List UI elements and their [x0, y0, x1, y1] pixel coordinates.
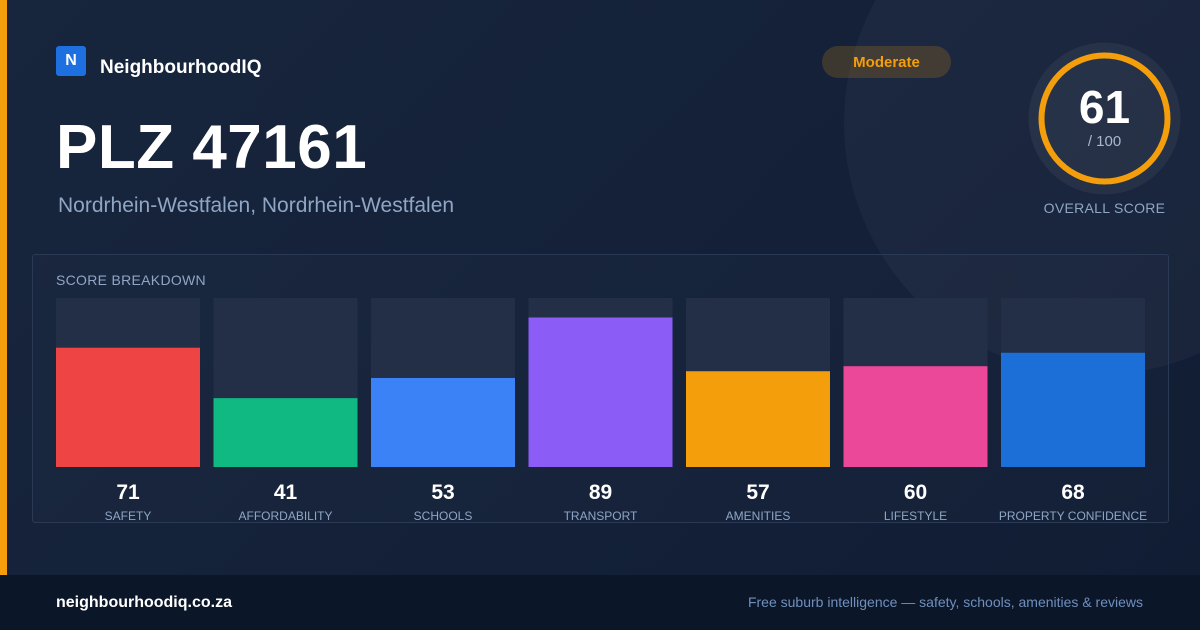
bar-category-label: SAFETY [105, 509, 152, 523]
page-subtitle: Nordrhein-Westfalen, Nordrhein-Westfalen [58, 194, 455, 217]
bar-value-label: 68 [1061, 481, 1085, 504]
score-breakdown-title: SCORE BREAKDOWN [56, 272, 206, 288]
bar-value-label: 89 [589, 481, 612, 504]
bar-value-label: 71 [116, 481, 140, 504]
brand-name: NeighbourhoodIQ [100, 57, 262, 78]
accent-bar [0, 0, 7, 575]
bar-category-label: SCHOOLS [414, 509, 473, 523]
bar-property-confidence [1001, 352, 1145, 467]
bar-value-label: 60 [904, 481, 927, 504]
bar-transport [528, 317, 673, 467]
bar-category-label: TRANSPORT [564, 509, 638, 523]
bar-safety [56, 347, 200, 467]
bar-category-label: LIFESTYLE [884, 509, 947, 523]
status-badge: Moderate [822, 46, 951, 78]
overall-score-ring [1028, 42, 1181, 195]
background [0, 0, 1200, 575]
overall-score-max: / 100 [1087, 133, 1122, 150]
bar-category-label: PROPERTY CONFIDENCE [999, 509, 1147, 523]
bar-value-label: 57 [746, 481, 769, 504]
page-title: PLZ 47161 [56, 113, 368, 182]
bar-lifestyle [843, 366, 988, 467]
overall-score-value: 61 [1078, 81, 1131, 133]
overall-score-label: OVERALL SCORE [1043, 200, 1166, 216]
bar-category-label: AFFORDABILITY [238, 509, 332, 523]
bar-amenities [686, 371, 830, 467]
footer [0, 575, 1200, 630]
bar-schools [371, 377, 515, 467]
bar-affordability [213, 398, 358, 467]
footer-tagline: Free suburb intelligence — safety, schoo… [747, 594, 1143, 610]
score-breakdown-panel [32, 254, 1169, 523]
bar-value-label: 53 [431, 481, 454, 504]
footer-url: neighbourhoodiq.co.za [56, 594, 232, 611]
bar-value-label: 41 [274, 481, 298, 504]
bar-category-label: AMENITIES [726, 509, 791, 523]
logo-icon: N [56, 46, 86, 76]
